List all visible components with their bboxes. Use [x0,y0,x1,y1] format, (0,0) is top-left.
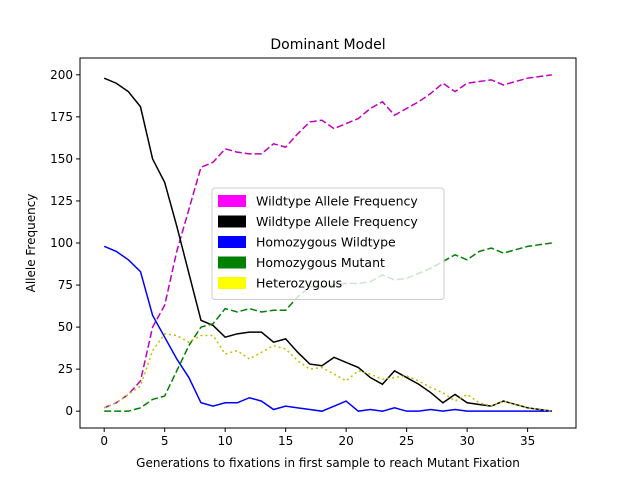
y-tick-label: 125 [50,194,73,208]
legend-label: Homozygous Wildtype [256,235,396,250]
series-line-2 [103,77,552,412]
x-tick-label: 20 [339,434,354,448]
legend-box [211,187,445,300]
legend-swatch [218,215,246,228]
axes-frame [79,57,577,429]
series-line-5 [103,333,552,412]
legend-swatch [218,236,246,248]
y-tick-label: 150 [50,152,73,166]
x-axis-label: Generations to fixations in first sample… [136,456,520,470]
y-tick-label: 175 [50,110,73,124]
y-tick-label: 0 [65,404,73,418]
ticks-layer: 0 5 10 15 20 25 30 35 0 25 50 75 100 125 150 175 200 [50,68,535,448]
x-tick-label: 35 [520,434,535,448]
legend-label: Wildtype Allele Frequency [256,214,418,229]
legend-swatch [218,256,246,269]
y-tick-label: 25 [58,362,73,376]
x-tick-label: 15 [278,434,293,448]
legend: Wildtype Allele Frequency Wildtype Allele… [211,187,445,300]
legend-label: Heterozygous [256,276,342,291]
y-tick-label: 75 [58,278,73,292]
series-line-3 [103,245,552,412]
legend-swatch [218,277,246,289]
y-tick-label: 200 [50,68,73,82]
legend-label: Homozygous Mutant [256,255,385,270]
x-tick-label: 0 [100,434,108,448]
y-tick-label: 100 [50,236,73,250]
y-axis-label: Allele Frequency [24,194,38,293]
legend-label: Wildtype Allele Frequency [256,194,418,209]
x-tick-label: 25 [399,434,414,448]
chart-title: Dominant Model [270,37,385,53]
x-tick-label: 30 [459,434,474,448]
x-tick-label: 10 [218,434,233,448]
legend-swatch [218,195,246,207]
y-tick-label: 50 [58,320,73,334]
x-tick-label: 5 [161,434,169,448]
series-layer [103,74,552,412]
series-line-4 [104,242,552,412]
